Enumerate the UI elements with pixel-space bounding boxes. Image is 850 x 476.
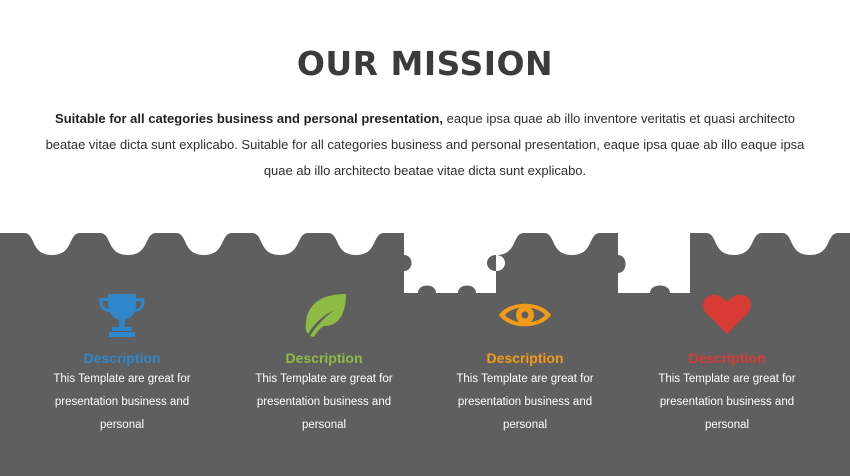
feature-heart: Description This Template are great for … bbox=[637, 290, 817, 437]
feature-title: Description bbox=[688, 350, 766, 366]
feature-eye: Description This Template are great for … bbox=[435, 290, 615, 437]
mission-intro: Suitable for all categories business and… bbox=[40, 106, 810, 184]
trophy-icon bbox=[99, 294, 145, 337]
feature-text: This Template are great for presentation… bbox=[53, 373, 191, 431]
intro-bold-text: Suitable for all categories business and… bbox=[55, 111, 443, 126]
feature-text: This Template are great for presentation… bbox=[658, 373, 796, 431]
feature-title: Description bbox=[486, 350, 564, 366]
feature-title: Description bbox=[83, 350, 161, 366]
puzzle-knob bbox=[176, 233, 232, 255]
feature-text: This Template are great for presentation… bbox=[255, 373, 393, 431]
puzzle-knob bbox=[782, 233, 838, 255]
puzzle-knob bbox=[706, 233, 762, 255]
eye-icon bbox=[499, 303, 551, 327]
puzzle-knob bbox=[100, 233, 156, 255]
puzzle-knob bbox=[24, 233, 80, 255]
mission-title: OUR MISSION bbox=[296, 44, 554, 83]
puzzle-pieces bbox=[0, 233, 850, 476]
leaf-icon bbox=[305, 294, 346, 337]
puzzle-knob bbox=[252, 233, 308, 255]
feature-text: This Template are great for presentation… bbox=[456, 373, 594, 431]
puzzle-piece bbox=[404, 233, 505, 293]
feature-title: Description bbox=[285, 350, 363, 366]
intro-body-text: eaque ipsa quae ab illo inventore verita… bbox=[45, 111, 805, 178]
puzzle-piece bbox=[618, 233, 690, 293]
feature-trophy: Description This Template are great for … bbox=[32, 290, 212, 437]
feature-leaf: Description This Template are great for … bbox=[234, 290, 414, 437]
heart-icon bbox=[703, 294, 751, 334]
puzzle-knob bbox=[544, 233, 600, 255]
puzzle-knob bbox=[328, 233, 384, 255]
